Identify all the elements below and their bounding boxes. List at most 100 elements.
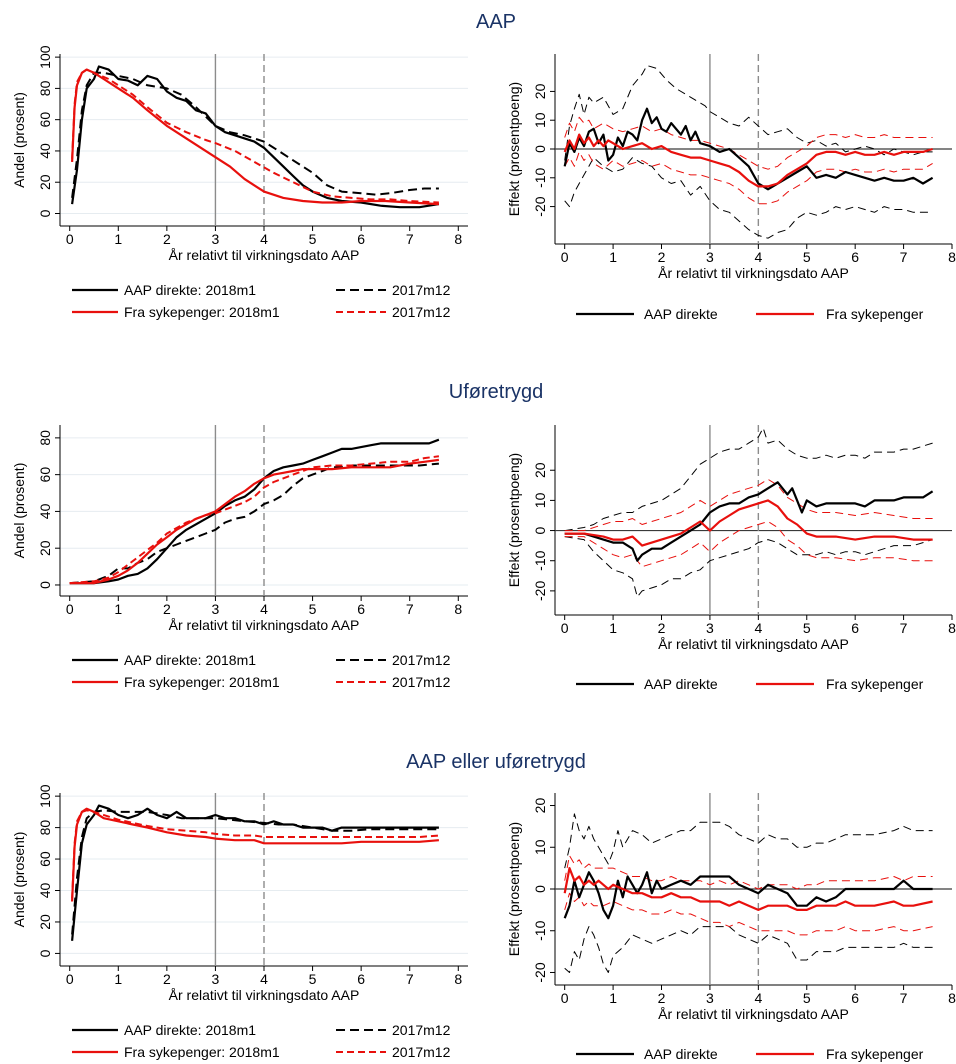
legend-label: Fra sykepenger: 2018m1 (124, 674, 280, 690)
series-line-aap-direkte (563, 107, 934, 191)
x-tick-label: 5 (803, 990, 811, 1006)
y-tick-label: 80 (37, 820, 53, 836)
legend-label: AAP direkte: 2018m1 (124, 1022, 256, 1038)
y-tick-label: 20 (37, 914, 53, 930)
x-tick-label: 2 (163, 601, 171, 617)
y-tick-label: 20 (37, 540, 53, 556)
legend-label: 2017m12 (392, 652, 451, 668)
x-tick-label: 6 (851, 249, 859, 265)
legend-label: 2017m12 (392, 282, 451, 298)
series-line-fra-sykepenger-ci-lower (564, 151, 933, 205)
y-axis-label: Effekt (prosentpoeng) (506, 453, 522, 587)
legend-left-2: AAP direkte: 2018m1 2017m12 Fra sykepenger… (72, 1022, 451, 1060)
x-tick-label: 6 (357, 601, 365, 617)
series-line-2017m12 (69, 462, 439, 585)
legend-label: Fra sykepenger (826, 676, 924, 692)
x-tick-label: 2 (658, 249, 666, 265)
x-axis-label: År relativt til virkningsdato AAP (658, 1006, 849, 1022)
y-tick-label: 60 (37, 112, 53, 128)
y-tick-label: 10 (532, 839, 548, 855)
y-tick-label: 40 (37, 503, 53, 519)
legend-left-1: AAP direkte: 2018m1 2017m12 Fra sykepenger… (72, 652, 451, 690)
x-tick-label: 3 (212, 231, 220, 247)
x-tick-label: 4 (260, 231, 268, 247)
x-tick-label: 2 (658, 620, 666, 636)
legend-label: AAP direkte: 2018m1 (124, 652, 256, 668)
series-line-fra-sykepenger-ci-upper (564, 855, 933, 890)
legend-label: 2017m12 (392, 674, 451, 690)
series-line-fra-sykepenger (563, 867, 933, 911)
x-axis-label: År relativt til virkningsdato AAP (658, 265, 849, 281)
x-tick-label: 3 (706, 249, 714, 265)
x-tick-label: 0 (561, 249, 569, 265)
x-tick-label: 1 (609, 990, 617, 1006)
y-tick-label: 60 (37, 851, 53, 867)
y-tick-label: 80 (37, 430, 53, 446)
series-line-2017m12 (71, 809, 439, 935)
x-tick-label: 6 (357, 971, 365, 987)
x-tick-label: 7 (406, 601, 414, 617)
x-tick-label: 5 (309, 231, 317, 247)
x-tick-label: 8 (454, 231, 462, 247)
x-tick-label: 8 (454, 971, 462, 987)
x-tick-label: 4 (754, 990, 762, 1006)
series-line-fra-sykepenger-ci-upper (564, 116, 933, 170)
y-tick-label: 0 (37, 581, 53, 589)
x-tick-label: 1 (114, 601, 122, 617)
series-line-fra-sykepenger-ci-upper (564, 478, 933, 532)
legend-label: Fra sykepenger (826, 1046, 924, 1062)
x-tick-label: 0 (66, 971, 74, 987)
x-tick-label: 2 (163, 231, 171, 247)
y-tick-label: 40 (37, 883, 53, 899)
series-line-aap-direkte-ci-upper (564, 813, 933, 869)
y-tick-label: 0 (532, 145, 548, 153)
x-tick-label: 8 (948, 990, 956, 1006)
y-tick-label: 10 (532, 492, 548, 508)
legend-label: 2017m12 (392, 1022, 451, 1038)
x-tick-label: 2 (658, 990, 666, 1006)
y-tick-label: 100 (37, 784, 53, 808)
panel-title-uforetrygd: Uføretrygd (449, 381, 543, 403)
y-tick-label: 40 (37, 143, 53, 159)
x-tick-label: 5 (309, 971, 317, 987)
legend-right-0: AAP direkte Fra sykepenger (576, 306, 924, 322)
x-tick-label: 0 (561, 620, 569, 636)
legend-label: AAP direkte (644, 676, 718, 692)
series-line-aap-direkte-2018m1 (71, 804, 439, 941)
panel-title-aap: AAP (476, 11, 516, 33)
y-tick-label: 60 (37, 467, 53, 483)
legend-label: 2017m12 (392, 304, 451, 320)
series-line-aap-direkte-2018m1 (71, 65, 440, 209)
x-tick-label: 6 (357, 231, 365, 247)
legend-label: Fra sykepenger: 2018m1 (124, 304, 280, 320)
x-tick-label: 7 (406, 231, 414, 247)
y-tick-label: -10 (532, 920, 548, 940)
x-tick-label: 6 (851, 990, 859, 1006)
chart-1: 0 1 2 3 4 5 6 7 8 -20 -10 0 10 20 År relativt til virk… (506, 54, 956, 281)
x-tick-label: 7 (900, 249, 908, 265)
series-line-fra-sykepenger-2018m1 (69, 458, 440, 585)
y-axis-label: Effekt (prosentpoeng) (506, 822, 522, 956)
x-tick-label: 5 (803, 620, 811, 636)
series-line-aap-direkte-ci-lower (564, 536, 933, 598)
series-line-fra-sykepenger (564, 499, 933, 547)
series-line-fra-sykepenger-ci-lower (564, 521, 933, 568)
series-line-fra-sykepenger-2018m1 (71, 68, 439, 206)
x-tick-label: 7 (900, 990, 908, 1006)
x-axis-label: År relativt til virkningsdato AAP (169, 617, 360, 633)
series-line-fra-sykepenger-ci-lower (564, 892, 933, 936)
x-tick-label: 3 (706, 990, 714, 1006)
y-tick-label: -20 (532, 196, 548, 216)
series-line-aap-direkte-ci-upper (564, 427, 933, 532)
panel-title-aap-eller-uforetrygd: AAP eller uføretrygd (406, 751, 586, 773)
x-tick-label: 3 (212, 601, 220, 617)
series-line-2017m12 (71, 68, 439, 204)
x-tick-label: 5 (309, 601, 317, 617)
x-tick-label: 1 (609, 249, 617, 265)
x-tick-label: 4 (260, 971, 268, 987)
y-tick-label: 80 (37, 80, 53, 96)
legend-label: Fra sykepenger (826, 306, 924, 322)
y-tick-label: 20 (37, 174, 53, 190)
